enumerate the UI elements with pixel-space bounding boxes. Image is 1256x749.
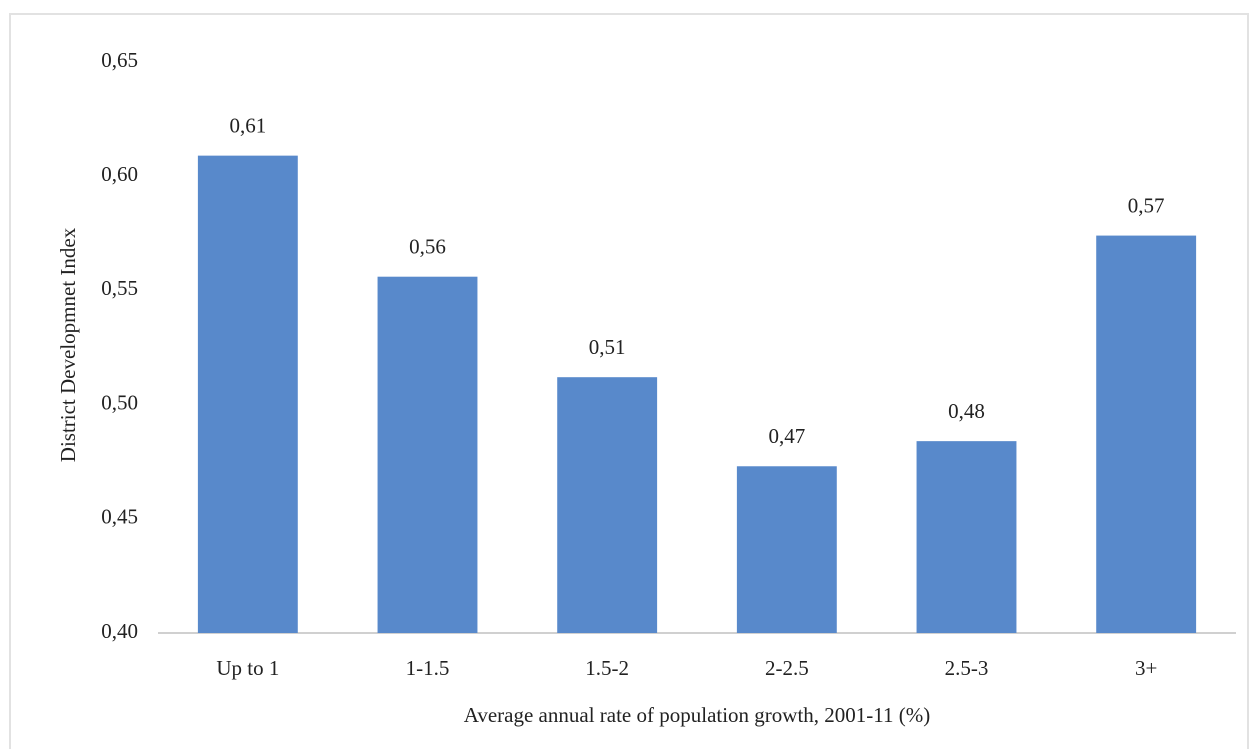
data-label: 0,56 bbox=[409, 235, 446, 259]
y-tick-label: 0,50 bbox=[101, 390, 138, 414]
chart-frame bbox=[9, 13, 1249, 749]
bar bbox=[197, 155, 298, 634]
x-tick-label: 3+ bbox=[1135, 656, 1157, 680]
x-tick-label: 2.5-3 bbox=[945, 656, 989, 680]
data-label: 0,61 bbox=[229, 113, 266, 137]
y-tick-label: 0,45 bbox=[101, 505, 138, 529]
y-tick-label: 0,65 bbox=[101, 48, 138, 72]
x-axis-title: Average annual rate of population growth… bbox=[464, 703, 931, 727]
bar bbox=[557, 377, 658, 633]
y-tick-label: 0,60 bbox=[101, 162, 138, 186]
data-label: 0,48 bbox=[948, 399, 985, 423]
data-label: 0,47 bbox=[768, 424, 805, 448]
bar bbox=[377, 276, 478, 633]
bar bbox=[916, 441, 1017, 633]
bar bbox=[736, 466, 837, 633]
x-tick-label: 2-2.5 bbox=[765, 656, 809, 680]
bar bbox=[1096, 235, 1197, 634]
y-axis-title: District Developmnet Index bbox=[56, 227, 80, 462]
data-label: 0,57 bbox=[1128, 193, 1165, 217]
x-tick-label: 1-1.5 bbox=[406, 656, 450, 680]
y-tick-label: 0,40 bbox=[101, 619, 138, 643]
x-tick-label: Up to 1 bbox=[216, 656, 279, 680]
y-tick-label: 0,55 bbox=[101, 276, 138, 300]
data-label: 0,51 bbox=[589, 335, 626, 359]
x-tick-label: 1.5-2 bbox=[585, 656, 629, 680]
